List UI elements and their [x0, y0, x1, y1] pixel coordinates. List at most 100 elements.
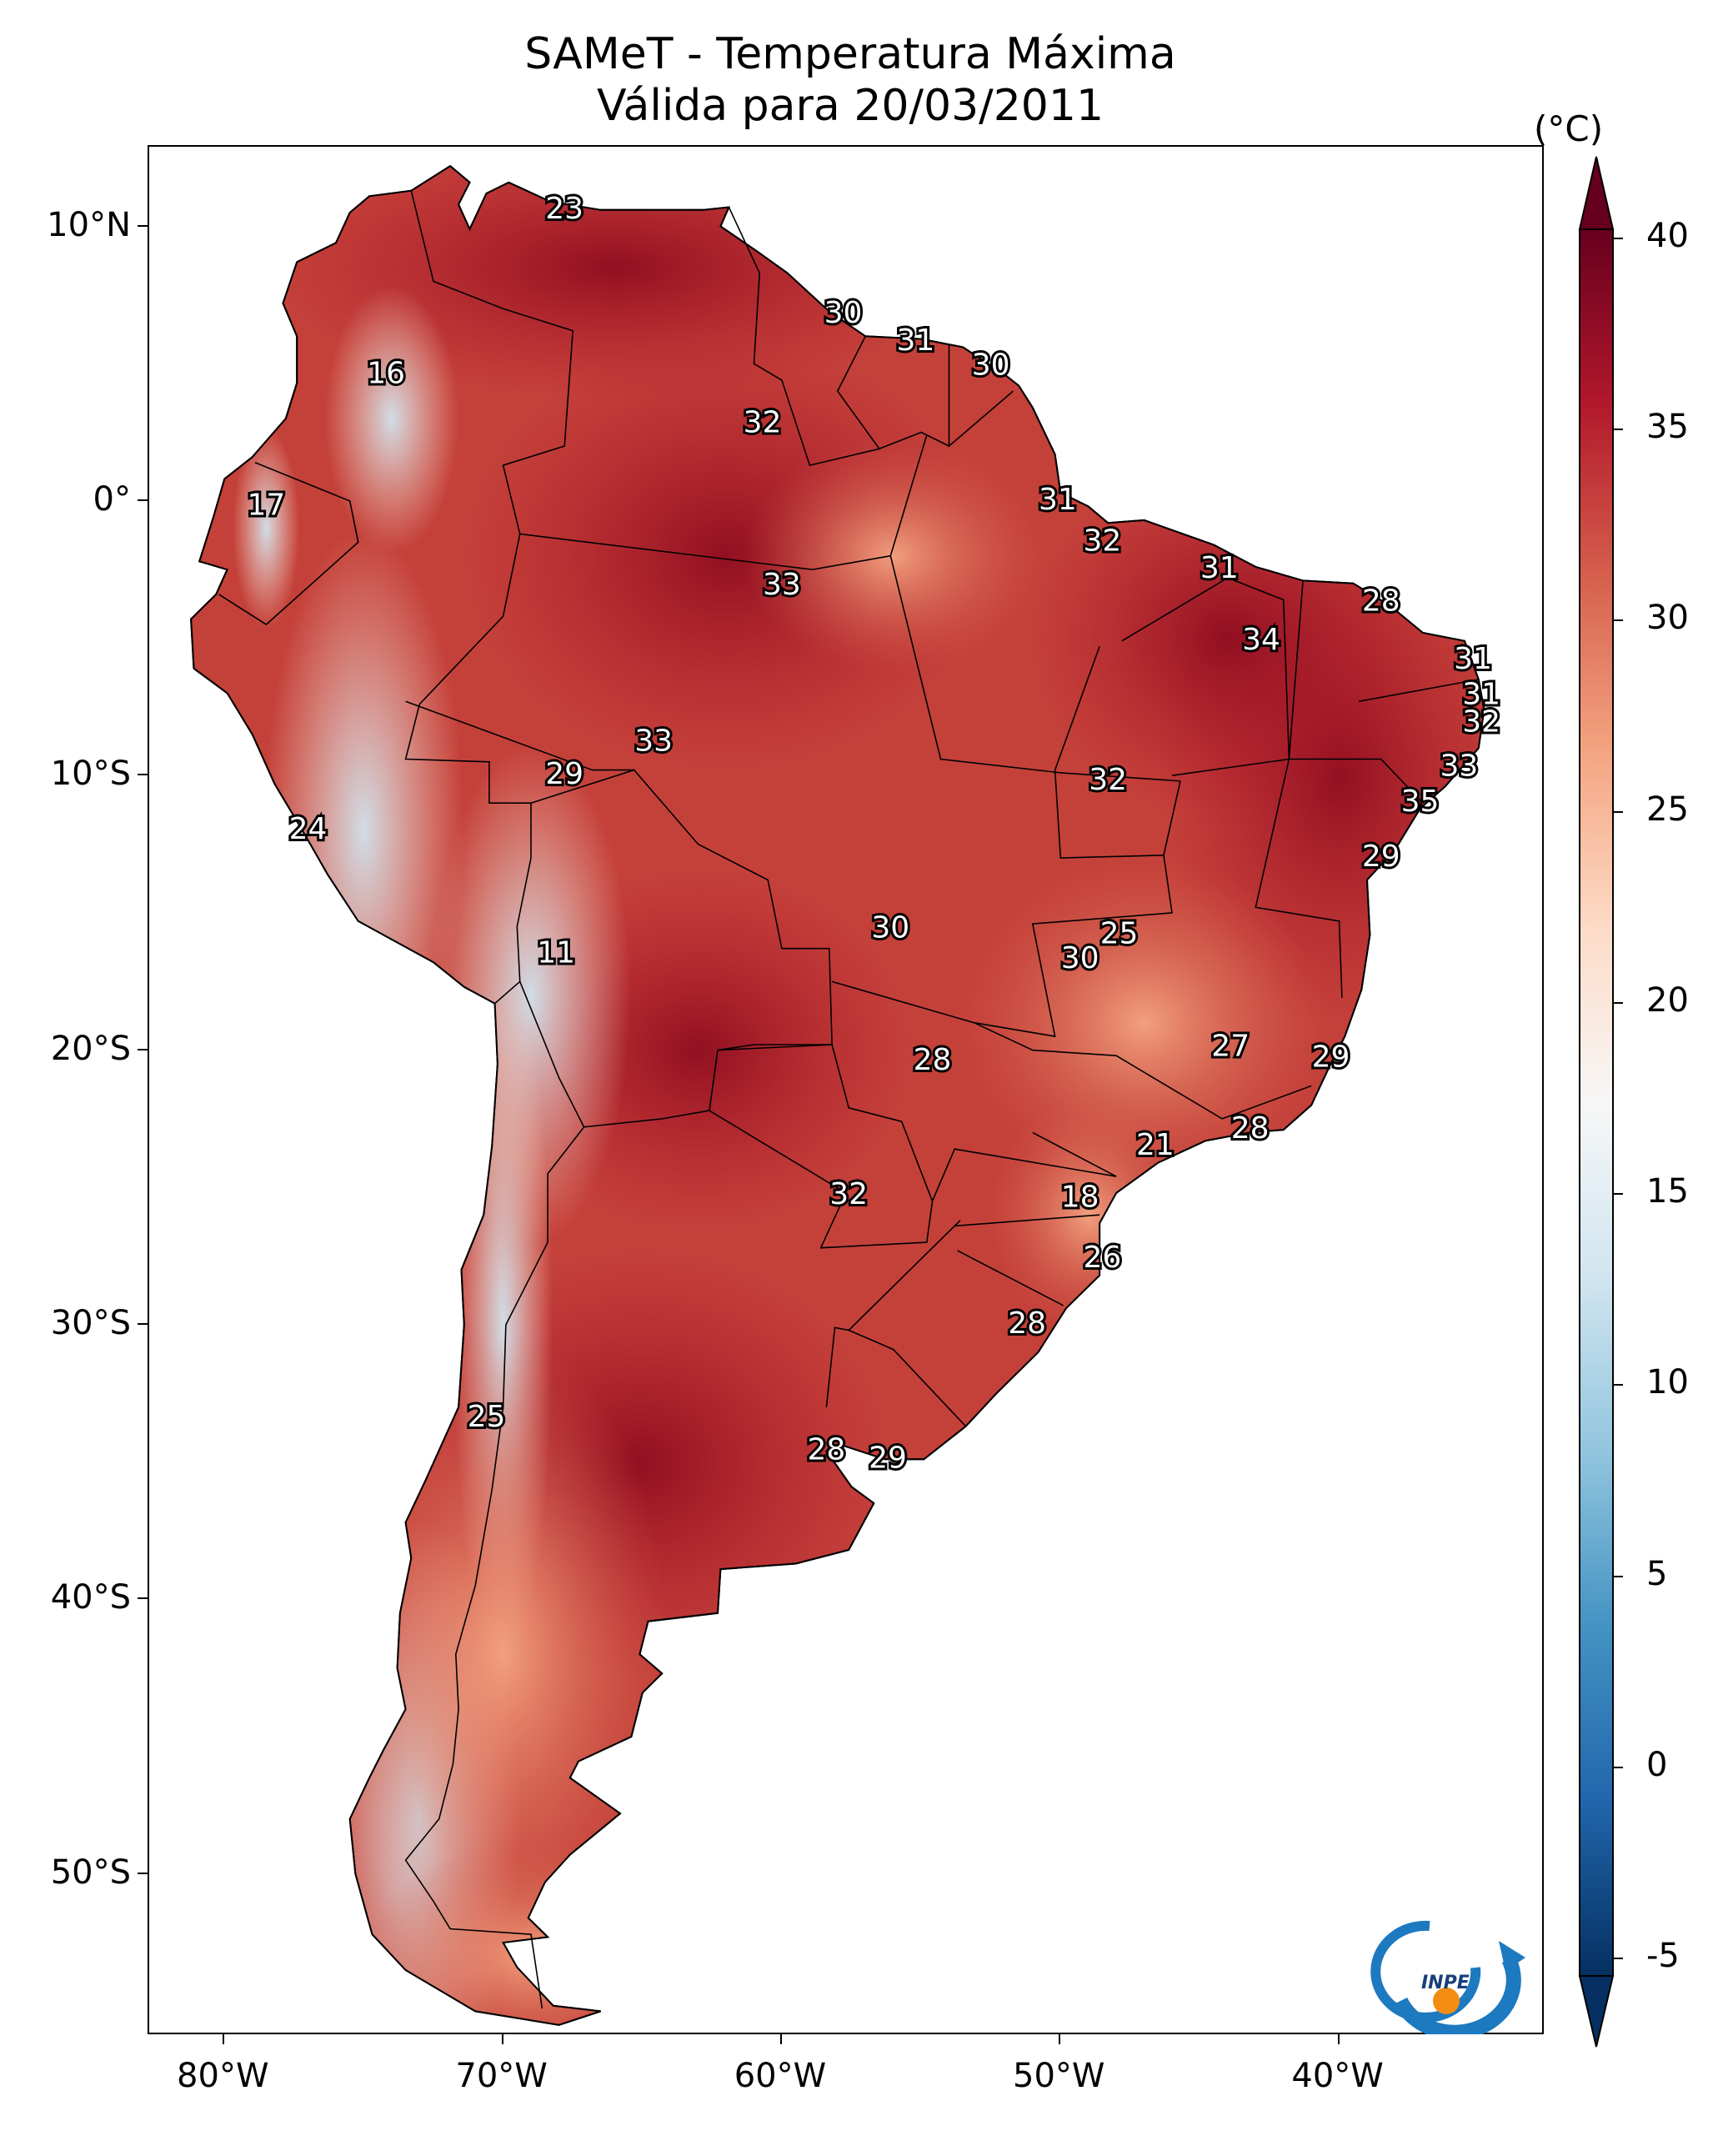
- longitude-label: 80°W: [177, 2057, 269, 2095]
- station-temperature-label: 28: [808, 1432, 846, 1467]
- border-line: [847, 1220, 967, 1427]
- station-temperature-label: 32: [1084, 524, 1122, 558]
- colorbar-tick: [1613, 1958, 1623, 1959]
- latitude-label: 10°N: [47, 205, 131, 244]
- temperature-shading: [233, 166, 1485, 2025]
- border-line: [889, 434, 928, 556]
- border-line: [1255, 759, 1343, 999]
- border-line: [948, 344, 1014, 448]
- longitude-label: 60°W: [734, 2057, 827, 2095]
- colorbar-tick-label: 0: [1646, 1745, 1668, 1784]
- station-temperature-label: 32: [744, 406, 782, 440]
- colorbar-unit-label: (°C): [1534, 108, 1604, 149]
- station-temperature-label: 31: [1200, 551, 1239, 585]
- border-line: [974, 1021, 1312, 1120]
- border-line: [218, 462, 359, 626]
- colorbar-tick: [1613, 429, 1623, 431]
- station-temperature-label: 33: [634, 725, 673, 759]
- chart-title: SAMeT - Temperatura Máxima: [524, 29, 1176, 79]
- station-temperature-label: 33: [1440, 749, 1478, 783]
- colorbar-tick-label: 20: [1646, 980, 1689, 1020]
- logo-text: INPE: [1421, 1973, 1470, 1993]
- border-line: [405, 700, 634, 771]
- latitude-tick: [138, 1048, 148, 1050]
- station-temperature-label: 33: [763, 568, 801, 602]
- border-line: [957, 1250, 1064, 1306]
- station-temperature-label: 29: [1312, 1040, 1350, 1074]
- longitude-tick: [1059, 2034, 1061, 2044]
- latitude-tick: [138, 1597, 148, 1600]
- colorbar-tick: [1613, 1384, 1623, 1386]
- station-temperature-label: 28: [1008, 1306, 1046, 1341]
- station-temperature-label: 21: [1136, 1128, 1175, 1162]
- colorbar-tick-label: 30: [1646, 599, 1689, 638]
- border-line: [1288, 580, 1424, 804]
- colorbar-tick: [1613, 810, 1623, 813]
- colorbar-tick-label: -5: [1646, 1937, 1680, 1975]
- station-temperature-label: 26: [1084, 1241, 1122, 1275]
- station-temperature-label: 28: [1231, 1111, 1270, 1146]
- station-temperature-label: 32: [829, 1177, 868, 1211]
- chart-subtitle: Válida para 20/03/2011: [596, 81, 1104, 131]
- longitude-tick: [779, 2034, 782, 2044]
- latitude-tick: [138, 499, 148, 501]
- colorbar-tick: [1613, 619, 1623, 622]
- station-temperature-label: 11: [537, 935, 575, 970]
- latitude-tick: [138, 224, 148, 227]
- border-line: [404, 615, 532, 1005]
- station-temperature-label: 31: [1454, 642, 1492, 676]
- station-temperature-label: 30: [1061, 941, 1099, 975]
- temperature-shade-region: [233, 428, 300, 629]
- border-line: [831, 855, 1173, 1038]
- station-temperature-label: 30: [972, 348, 1010, 382]
- station-temperature-label: 30: [824, 296, 863, 330]
- station-temperature-label: 30: [871, 911, 909, 945]
- temperature-shade-region: [1027, 454, 1428, 822]
- station-temperature-label: 25: [468, 1400, 506, 1434]
- station-temperature-label: 27: [1211, 1029, 1250, 1063]
- latitude-tick: [138, 1322, 148, 1325]
- station-temperature-label: 31: [897, 323, 935, 358]
- station-temperature-label: 34: [1242, 623, 1280, 657]
- longitude-label: 50°W: [1013, 2057, 1105, 2095]
- station-temperature-label: 29: [869, 1441, 907, 1475]
- station-temperature-label: 31: [1039, 483, 1077, 517]
- station-temperature-label: 28: [914, 1043, 952, 1077]
- station-temperature-label: 18: [1061, 1180, 1099, 1214]
- temperature-shade-region: [324, 285, 458, 553]
- station-temperature-label: 24: [289, 812, 328, 846]
- colorbar-tick-label: 25: [1646, 790, 1689, 829]
- colorbar-tick-label: 10: [1646, 1363, 1689, 1402]
- colorbar-tick-label: 5: [1646, 1554, 1668, 1593]
- border-line: [954, 1214, 1100, 1227]
- latitude-label: 10°S: [50, 755, 131, 794]
- colorbar-tick: [1613, 1193, 1623, 1196]
- coastline: [190, 164, 1485, 2026]
- latitude-label: 20°S: [50, 1029, 131, 1068]
- border-line: [1358, 679, 1479, 703]
- latitude-label: 40°S: [50, 1578, 131, 1617]
- station-temperature-label: 29: [545, 757, 584, 791]
- country-borders: [218, 190, 1479, 2009]
- station-temperature-label: 23: [545, 192, 584, 226]
- latitude-label: 30°S: [50, 1303, 131, 1342]
- station-temperature-label: 32: [1462, 705, 1500, 740]
- border-line: [836, 335, 949, 450]
- station-temperature-label: 28: [1362, 584, 1400, 619]
- border-line: [709, 1044, 934, 1249]
- colorbar-tick-label: 15: [1646, 1172, 1689, 1211]
- inpe-logo: INPE: [1370, 1920, 1525, 2034]
- station-temperature-label: 16: [367, 356, 405, 390]
- colorbar-min-extend: [1578, 1975, 1615, 2048]
- longitude-tick: [1337, 2034, 1340, 2044]
- latitude-label: 0°: [93, 479, 131, 519]
- latitude-tick: [138, 774, 148, 776]
- colorbar-gradient: [1579, 228, 1614, 1977]
- colorbar-max-extend: [1578, 156, 1615, 230]
- colorbar-tick: [1613, 1001, 1623, 1004]
- temperature-shade-region: [743, 439, 1044, 673]
- temperature-shade-region: [336, 1337, 670, 1972]
- colorbar-tick: [1613, 238, 1623, 239]
- longitude-label: 70°W: [455, 2057, 548, 2095]
